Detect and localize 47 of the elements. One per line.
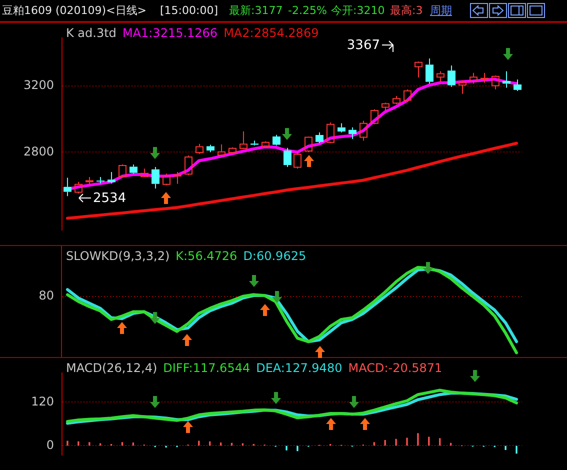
chart-subtitle: SLOWKD(9,3,3,2) [66, 249, 170, 263]
y-tick-label: 3200 [23, 78, 54, 92]
candlestick [64, 177, 72, 197]
candlestick [480, 72, 488, 84]
text: DEA:127.9480 [256, 361, 342, 375]
text: 最高:3 [390, 3, 423, 19]
text: 今开:3210 [331, 3, 385, 19]
candlestick [284, 147, 292, 168]
y-tick-label: 120 [31, 394, 54, 408]
candlestick [96, 176, 104, 184]
text: 最新:3177 [229, 3, 283, 19]
chart-title: 豆粕1609 (020109)<日线> [2, 3, 146, 19]
candlestick [426, 58, 434, 84]
candlestick [206, 144, 214, 153]
y-tick-label: 2800 [23, 144, 54, 158]
candlestick [514, 78, 522, 92]
candlestick [140, 168, 148, 178]
candlestick [348, 126, 356, 140]
text: MA1:3215.1266 [122, 26, 218, 40]
y-tick-label: 0 [46, 438, 54, 452]
chart-subtitle: MACD(26,12,4) [66, 361, 158, 375]
text: 周期 [430, 3, 452, 19]
candlestick [152, 166, 160, 190]
chart-subtitle: K ad.3td [66, 26, 116, 40]
candlestick [458, 80, 466, 94]
candlestick [382, 103, 390, 112]
candlestick [502, 70, 510, 88]
annotation: 2534 [93, 191, 126, 206]
candlestick [338, 122, 346, 133]
text: MACD:-20.5871 [348, 361, 442, 375]
candlestick [218, 144, 226, 157]
candlestick [436, 70, 444, 82]
candlestick [174, 171, 182, 184]
annotation: 3367 [346, 38, 380, 53]
candlestick [316, 132, 324, 144]
candlestick [108, 171, 116, 184]
text: [15:00:00] [160, 3, 218, 19]
candlestick [414, 62, 422, 78]
text: 80 [38, 288, 54, 303]
text: D:60.9625 [243, 249, 306, 263]
text: K:56.4726 [176, 249, 238, 263]
text: MA2:2854.2869 [224, 26, 319, 40]
text: DIFF:117.6544 [163, 361, 250, 375]
text: -2.25% [288, 3, 327, 19]
candlestick [272, 134, 280, 146]
candlestick [448, 64, 456, 88]
candlestick [240, 130, 248, 150]
